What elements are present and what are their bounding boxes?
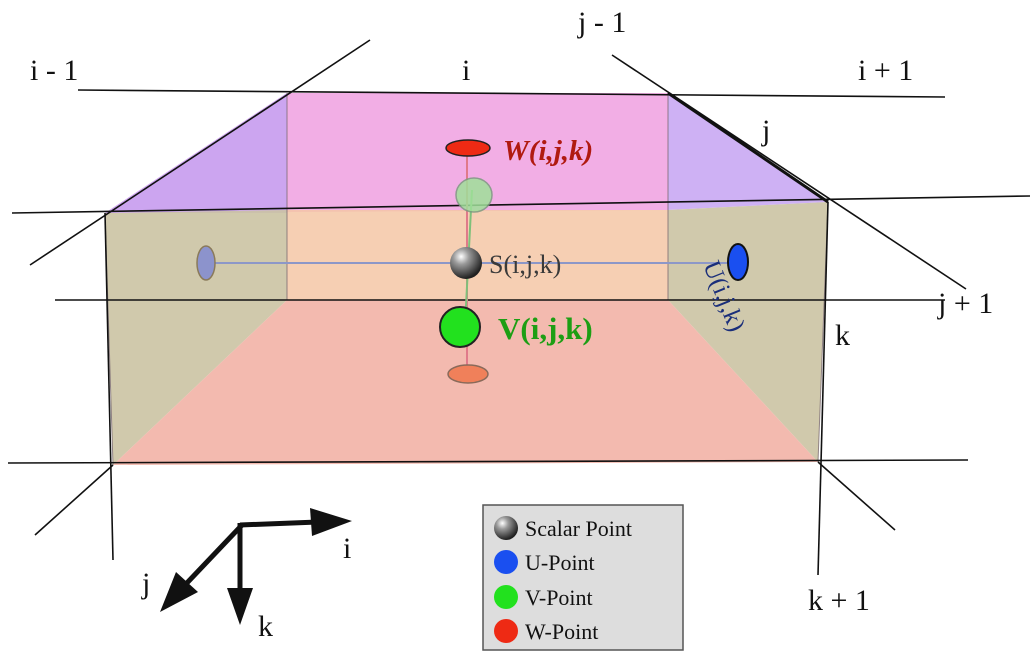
u-point-icon	[494, 550, 518, 574]
legend-item-scalar: Scalar Point	[494, 516, 632, 541]
u-point-marker-ghost	[196, 245, 216, 281]
w-point-marker	[445, 139, 491, 157]
legend-item-v: V-Point	[494, 585, 593, 610]
axis-j-label: j	[141, 567, 150, 600]
label-k: k	[835, 319, 850, 352]
s-point-label: S(i,j,k)	[489, 250, 561, 279]
legend-label-v: V-Point	[525, 585, 593, 610]
axis-k-label: k	[258, 610, 273, 643]
axis-j-arrowhead	[160, 572, 198, 612]
axis-k-arrowhead	[227, 588, 253, 625]
grid-index-labels: i - 1 i i + 1 j - 1 j j + 1 k k + 1	[30, 6, 993, 617]
legend: Scalar Point U-Point V-Point W-Point	[482, 504, 684, 651]
legend-item-u: U-Point	[494, 550, 595, 575]
top-right-slope-face	[668, 93, 828, 210]
right-side-face	[668, 202, 828, 462]
label-j-plus-1: j + 1	[937, 287, 993, 320]
u-point-marker	[727, 243, 749, 281]
v-point-icon	[494, 585, 518, 609]
legend-label-scalar: Scalar Point	[525, 516, 632, 541]
v-point-marker	[439, 306, 481, 348]
left-side-face	[105, 210, 287, 465]
label-k-plus-1: k + 1	[808, 584, 870, 617]
label-i: i	[462, 54, 470, 87]
label-i-plus-1: i + 1	[858, 54, 913, 87]
axis-i-line	[239, 519, 319, 528]
label-j-minus-1: j - 1	[577, 6, 626, 39]
v-point-label: V(i,j,k)	[498, 311, 593, 346]
label-j: j	[761, 114, 770, 147]
scalar-point-icon	[494, 516, 518, 540]
scalar-point-marker	[450, 247, 482, 279]
axis-j-line	[183, 523, 244, 587]
axis-triad: i j k	[141, 508, 352, 643]
axis-i-label: i	[343, 532, 351, 565]
w-point-icon	[494, 619, 518, 643]
label-i-minus-1: i - 1	[30, 54, 78, 87]
w-point-marker-ghost	[447, 364, 489, 384]
v-point-marker-ghost	[455, 177, 493, 213]
diagonal-edge-j	[667, 91, 829, 204]
legend-label-w: W-Point	[525, 619, 598, 644]
grid-points	[196, 139, 749, 384]
grid-lines	[7, 39, 1030, 576]
top-left-slope-face	[105, 93, 287, 213]
legend-item-w: W-Point	[494, 619, 598, 644]
w-point-label: W(i,j,k)	[503, 135, 593, 167]
axis-i-arrowhead	[310, 508, 352, 536]
legend-label-u: U-Point	[525, 550, 595, 575]
